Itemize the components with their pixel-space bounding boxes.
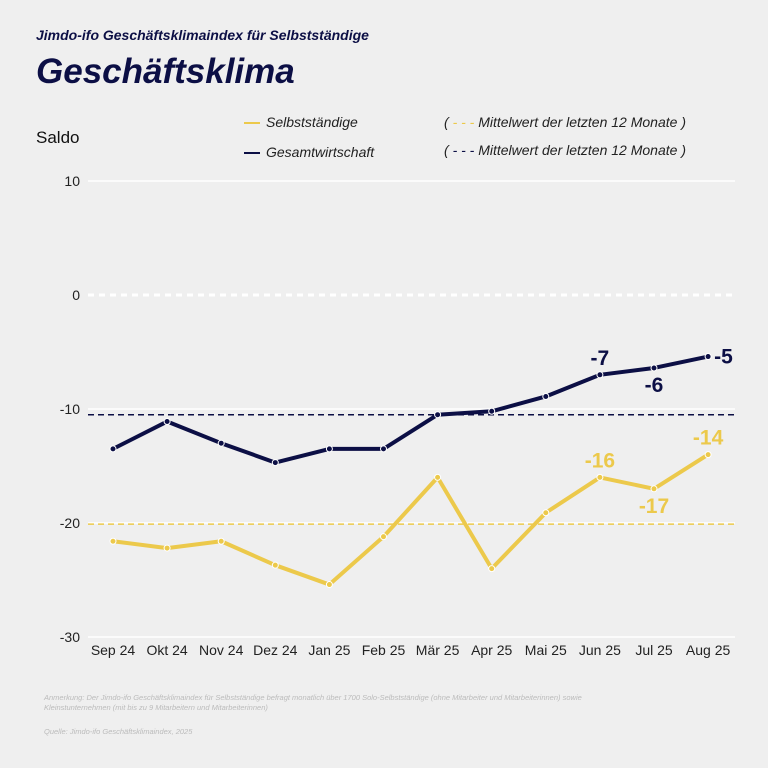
data-point xyxy=(325,581,333,589)
data-point xyxy=(596,371,604,379)
data-point xyxy=(271,459,279,467)
data-point xyxy=(217,439,225,447)
y-tick-label: -30 xyxy=(60,629,80,645)
data-point xyxy=(109,445,117,453)
x-tick-label: Jun 25 xyxy=(579,642,621,658)
legend-label: Mittelwert der letzten 12 Monate xyxy=(478,114,678,130)
data-label: -16 xyxy=(585,449,615,472)
x-tick-label: Mär 25 xyxy=(416,642,460,658)
y-tick-label: 10 xyxy=(64,173,80,189)
paren: ) xyxy=(681,142,686,158)
y-tick-label: 0 xyxy=(72,287,80,303)
legend-label: Selbstständige xyxy=(266,114,358,130)
paren: ) xyxy=(681,114,686,130)
data-point xyxy=(542,509,550,517)
y-tick-label: -20 xyxy=(60,515,80,531)
data-point xyxy=(325,445,333,453)
legend-swatch-gesamt xyxy=(244,152,260,155)
legend-mean-selbst: ( - - - Mittelwert der letzten 12 Monate… xyxy=(444,114,686,130)
paren: ( xyxy=(444,142,449,158)
data-point xyxy=(434,473,442,481)
legend-selbst: Selbstständige xyxy=(244,114,358,130)
data-point xyxy=(704,451,712,459)
data-point xyxy=(704,353,712,361)
y-axis-label: Saldo xyxy=(36,128,80,147)
x-tick-label: Jul 25 xyxy=(635,642,673,658)
dash-swatch: - - - xyxy=(452,114,475,130)
x-tick-label: Feb 25 xyxy=(362,642,406,658)
y-tick-label: -10 xyxy=(60,401,80,417)
data-point xyxy=(542,392,550,400)
source: Quelle: Jimdo-ifo Geschäftsklimaindex, 2… xyxy=(44,727,193,736)
data-point xyxy=(488,407,496,415)
x-tick-label: Nov 24 xyxy=(199,642,244,658)
data-label: -17 xyxy=(639,495,669,518)
legend-mean-gesamt: ( - - - Mittelwert der letzten 12 Monate… xyxy=(444,142,686,158)
data-point xyxy=(434,411,442,419)
x-tick-label: Aug 25 xyxy=(686,642,731,658)
series-line xyxy=(112,452,710,587)
data-point xyxy=(488,565,496,573)
data-point xyxy=(271,561,279,569)
data-point xyxy=(380,533,387,541)
x-tick-label: Sep 24 xyxy=(91,642,136,658)
legend-swatch-selbst xyxy=(244,122,260,125)
dash-swatch: - - - xyxy=(452,142,475,158)
paren: ( xyxy=(444,114,449,130)
data-label: -6 xyxy=(645,374,664,397)
data-point xyxy=(380,445,387,453)
chart-title: Geschäftsklima xyxy=(36,52,295,91)
data-label: -14 xyxy=(693,427,724,450)
data-point xyxy=(163,418,171,426)
legend-gesamt: Gesamtwirtschaft xyxy=(244,144,374,160)
legend-label: Gesamtwirtschaft xyxy=(266,144,375,160)
footnote: Anmerkung: Der Jimdo-ifo Geschäftsklimai… xyxy=(44,693,582,712)
data-point xyxy=(163,544,171,552)
data-point xyxy=(650,485,658,493)
supertitle: Jimdo-ifo Geschäftsklimaindex für Selbst… xyxy=(36,27,369,43)
data-label: -7 xyxy=(591,347,610,370)
series-line xyxy=(112,354,709,465)
legend-label: Mittelwert der letzten 12 Monate xyxy=(478,142,678,158)
x-tick-label: Okt 24 xyxy=(146,642,187,658)
data-point xyxy=(596,473,604,481)
data-point xyxy=(217,537,225,545)
x-tick-label: Mai 25 xyxy=(525,642,567,658)
data-point xyxy=(650,364,658,372)
data-point xyxy=(109,537,117,545)
data-label: -5 xyxy=(714,346,733,369)
x-tick-label: Dez 24 xyxy=(253,642,298,658)
x-tick-label: Jan 25 xyxy=(308,642,350,658)
x-tick-label: Apr 25 xyxy=(471,642,512,658)
